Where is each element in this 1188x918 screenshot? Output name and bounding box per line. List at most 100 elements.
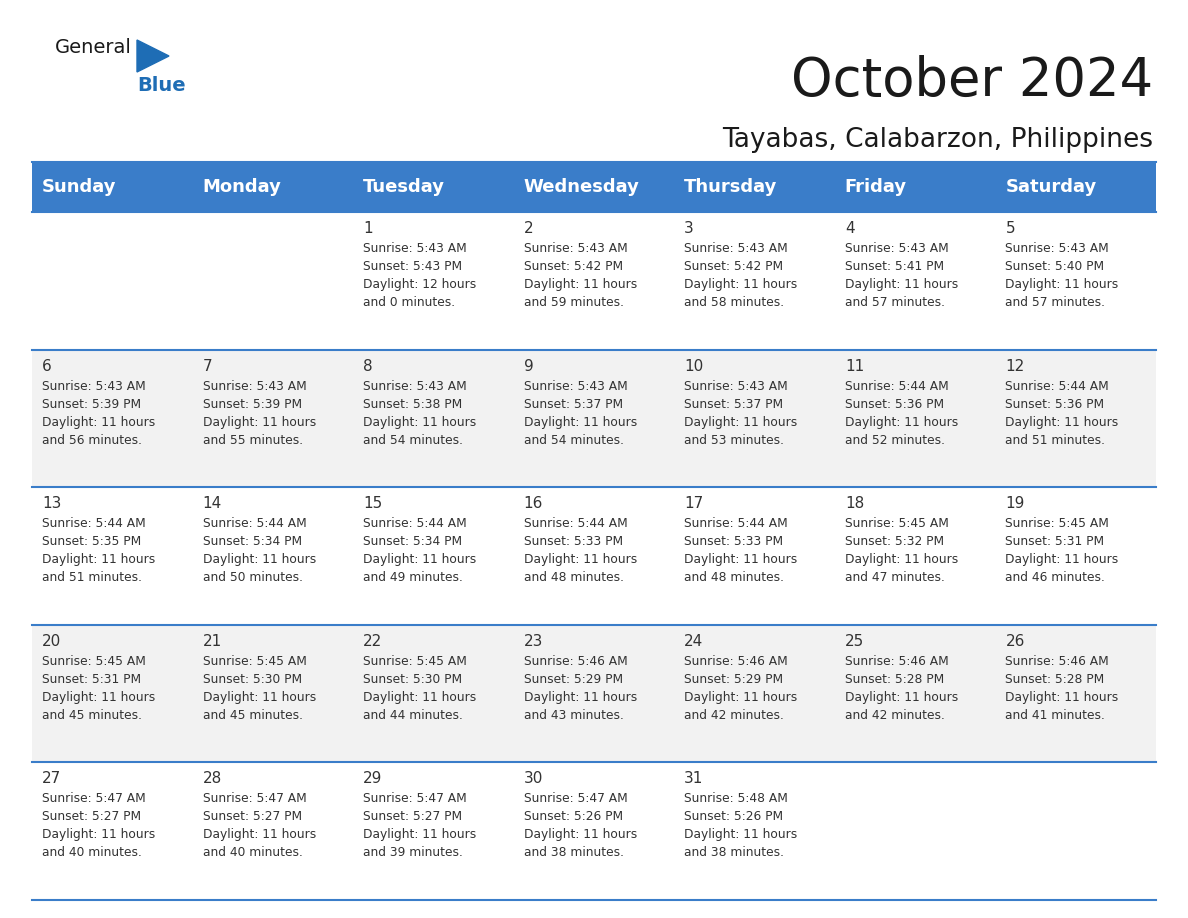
Text: Sunrise: 5:43 AM: Sunrise: 5:43 AM [524,242,627,255]
Text: Daylight: 11 hours: Daylight: 11 hours [203,828,316,842]
Text: Sunrise: 5:43 AM: Sunrise: 5:43 AM [42,380,146,393]
Text: Daylight: 11 hours: Daylight: 11 hours [42,828,156,842]
Text: Sunrise: 5:44 AM: Sunrise: 5:44 AM [684,517,788,531]
Bar [353,625,513,763]
Text: and 58 minutes.: and 58 minutes. [684,296,784,309]
Text: Daylight: 11 hours: Daylight: 11 hours [524,828,637,842]
Bar [996,162,1156,212]
Text: 25: 25 [845,633,864,649]
Text: Daylight: 11 hours: Daylight: 11 hours [364,828,476,842]
Text: Daylight: 11 hours: Daylight: 11 hours [684,828,797,842]
Text: 14: 14 [203,497,222,511]
Text: and 44 minutes.: and 44 minutes. [364,709,463,722]
Bar [675,350,835,487]
Text: Sunset: 5:31 PM: Sunset: 5:31 PM [1005,535,1105,548]
Text: Sunrise: 5:44 AM: Sunrise: 5:44 AM [524,517,627,531]
Bar [513,487,675,625]
Text: Daylight: 11 hours: Daylight: 11 hours [1005,554,1119,566]
Text: and 57 minutes.: and 57 minutes. [845,296,944,309]
Text: and 59 minutes.: and 59 minutes. [524,296,624,309]
Text: Sunset: 5:26 PM: Sunset: 5:26 PM [684,811,783,823]
Text: and 57 minutes.: and 57 minutes. [1005,296,1105,309]
Text: and 49 minutes.: and 49 minutes. [364,571,463,584]
Text: Daylight: 11 hours: Daylight: 11 hours [1005,691,1119,704]
Text: and 0 minutes.: and 0 minutes. [364,296,455,309]
Bar [32,350,192,487]
Bar [32,212,192,350]
Text: 31: 31 [684,771,703,787]
Text: 21: 21 [203,633,222,649]
Text: Sunrise: 5:43 AM: Sunrise: 5:43 AM [364,380,467,393]
Text: 8: 8 [364,359,373,374]
Text: Tuesday: Tuesday [364,178,446,196]
Bar [192,763,353,900]
Text: Sunday: Sunday [42,178,116,196]
Text: Sunset: 5:29 PM: Sunset: 5:29 PM [684,673,783,686]
Text: General: General [55,38,132,57]
Bar [996,212,1156,350]
Text: Sunset: 5:36 PM: Sunset: 5:36 PM [1005,397,1105,410]
Text: Daylight: 11 hours: Daylight: 11 hours [524,278,637,291]
Bar [996,625,1156,763]
Bar [513,625,675,763]
Text: and 40 minutes.: and 40 minutes. [42,846,141,859]
Polygon shape [137,40,169,72]
Text: 18: 18 [845,497,864,511]
Text: and 38 minutes.: and 38 minutes. [684,846,784,859]
Text: Sunrise: 5:45 AM: Sunrise: 5:45 AM [42,655,146,667]
Text: 23: 23 [524,633,543,649]
Text: and 42 minutes.: and 42 minutes. [845,709,944,722]
Bar [835,212,996,350]
Bar [675,212,835,350]
Text: Sunrise: 5:47 AM: Sunrise: 5:47 AM [203,792,307,805]
Text: Sunset: 5:37 PM: Sunset: 5:37 PM [524,397,623,410]
Text: Wednesday: Wednesday [524,178,639,196]
Text: Sunset: 5:41 PM: Sunset: 5:41 PM [845,260,944,273]
Text: Daylight: 11 hours: Daylight: 11 hours [524,416,637,429]
Text: Sunset: 5:33 PM: Sunset: 5:33 PM [524,535,623,548]
Bar [353,763,513,900]
Text: Daylight: 11 hours: Daylight: 11 hours [684,416,797,429]
Text: 9: 9 [524,359,533,374]
Text: 4: 4 [845,221,854,236]
Text: and 51 minutes.: and 51 minutes. [1005,433,1105,446]
Text: Sunrise: 5:47 AM: Sunrise: 5:47 AM [42,792,146,805]
Text: and 38 minutes.: and 38 minutes. [524,846,624,859]
Text: Sunset: 5:33 PM: Sunset: 5:33 PM [684,535,783,548]
Text: Sunset: 5:42 PM: Sunset: 5:42 PM [684,260,783,273]
Text: Sunset: 5:43 PM: Sunset: 5:43 PM [364,260,462,273]
Text: Sunrise: 5:44 AM: Sunrise: 5:44 AM [42,517,146,531]
Text: Sunrise: 5:43 AM: Sunrise: 5:43 AM [684,380,788,393]
Text: and 48 minutes.: and 48 minutes. [684,571,784,584]
Text: Sunrise: 5:43 AM: Sunrise: 5:43 AM [524,380,627,393]
Bar [32,162,192,212]
Text: and 42 minutes.: and 42 minutes. [684,709,784,722]
Text: Daylight: 11 hours: Daylight: 11 hours [684,554,797,566]
Text: Sunset: 5:29 PM: Sunset: 5:29 PM [524,673,623,686]
Bar [835,162,996,212]
Text: 30: 30 [524,771,543,787]
Text: Sunrise: 5:45 AM: Sunrise: 5:45 AM [203,655,307,667]
Bar [32,487,192,625]
Bar [192,350,353,487]
Text: Sunrise: 5:46 AM: Sunrise: 5:46 AM [845,655,948,667]
Text: October 2024: October 2024 [791,55,1154,107]
Text: 20: 20 [42,633,62,649]
Text: Sunrise: 5:43 AM: Sunrise: 5:43 AM [845,242,948,255]
Text: Sunrise: 5:47 AM: Sunrise: 5:47 AM [364,792,467,805]
Bar [192,625,353,763]
Bar [513,212,675,350]
Bar [513,763,675,900]
Text: 11: 11 [845,359,864,374]
Text: 16: 16 [524,497,543,511]
Text: and 53 minutes.: and 53 minutes. [684,433,784,446]
Text: Daylight: 11 hours: Daylight: 11 hours [684,278,797,291]
Text: 1: 1 [364,221,373,236]
Text: Sunset: 5:42 PM: Sunset: 5:42 PM [524,260,623,273]
Text: Daylight: 11 hours: Daylight: 11 hours [845,691,958,704]
Text: Sunset: 5:32 PM: Sunset: 5:32 PM [845,535,944,548]
Text: Blue: Blue [137,76,185,95]
Text: Sunrise: 5:44 AM: Sunrise: 5:44 AM [364,517,467,531]
Text: Sunset: 5:36 PM: Sunset: 5:36 PM [845,397,944,410]
Text: Sunrise: 5:43 AM: Sunrise: 5:43 AM [203,380,307,393]
